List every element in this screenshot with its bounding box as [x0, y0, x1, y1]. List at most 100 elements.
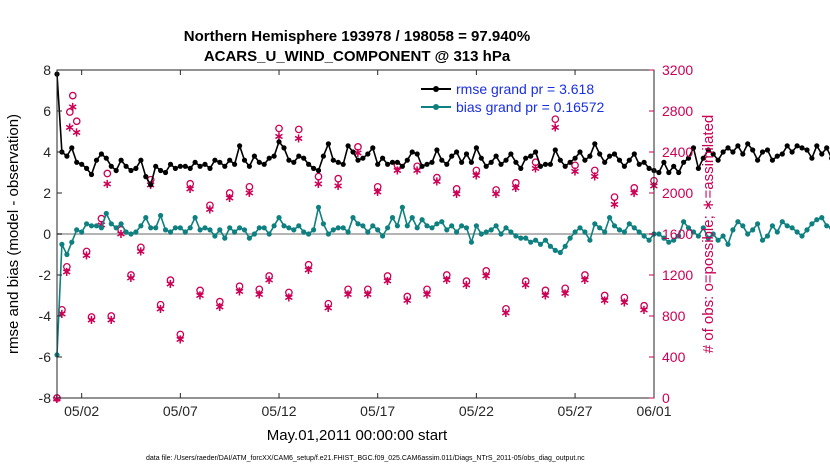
bias-point: [533, 237, 539, 243]
obs-assimilated-marker: ∗: [550, 120, 561, 135]
obs-assimilated-marker: ∗: [343, 287, 354, 302]
obs-assimilated-marker: ∗: [451, 187, 462, 202]
rmse-point: [108, 163, 114, 169]
bias-point: [291, 227, 297, 233]
obs-assimilated-marker: ∗: [609, 197, 620, 212]
bias-point: [740, 223, 746, 229]
bias-point: [266, 231, 272, 237]
rmse-point: [557, 157, 563, 163]
rmse-point: [370, 145, 376, 151]
obs-possible-marker: [492, 186, 500, 194]
obs-assimilated-marker: ∗: [382, 274, 393, 289]
rmse-point: [631, 151, 637, 157]
rmse-point: [523, 155, 529, 161]
rmse-point: [454, 149, 460, 155]
y-right-tick-label: 400: [662, 349, 686, 365]
obs-possible-marker: [403, 292, 412, 301]
obs-assimilated-marker: ∗: [67, 100, 78, 115]
bias-point: [518, 235, 524, 241]
y-left-tick-label: -8: [39, 390, 52, 406]
rmse-point: [315, 167, 322, 174]
bias-point: [582, 229, 588, 235]
bias-point: [607, 215, 613, 221]
bias-point: [429, 225, 435, 231]
obs-possible-marker: [423, 285, 431, 294]
rmse-point: [498, 161, 504, 167]
bias-point: [88, 223, 95, 229]
bias-point: [478, 231, 484, 237]
y-right-tick-label: 1600: [662, 226, 693, 242]
bias-point: [542, 237, 549, 243]
obs-assimilated-marker: ∗: [570, 164, 581, 179]
bias-point: [759, 237, 766, 243]
bias-point: [330, 227, 336, 233]
obs-possible-marker: [63, 262, 71, 271]
bias-point: [750, 227, 756, 233]
bias-point: [547, 243, 554, 249]
y-right-tick-label: 2000: [662, 185, 693, 201]
rmse-point: [281, 145, 287, 151]
obs-possible-marker: [541, 286, 550, 295]
bias-point: [286, 225, 292, 231]
rmse-point: [681, 159, 687, 165]
obs-possible-marker: [245, 183, 254, 191]
bias-point: [375, 227, 381, 233]
obs-possible-marker: [620, 293, 629, 302]
bias-point: [113, 225, 119, 231]
rmse-point: [562, 163, 568, 169]
bias-point: [138, 223, 144, 229]
obs-possible-marker: [166, 276, 175, 284]
obs-possible-marker: [156, 300, 165, 309]
bias-point: [158, 212, 164, 219]
rmse-point: [79, 161, 85, 167]
obs-possible-marker: [561, 284, 570, 293]
bias-point: [685, 225, 692, 231]
bias-point: [123, 229, 129, 235]
bias-point: [468, 239, 474, 245]
bias-point: [370, 223, 376, 229]
rmse-point: [69, 145, 75, 151]
obs-assimilated-marker: ∗: [560, 286, 571, 301]
bias-point: [745, 231, 751, 237]
bias-point: [414, 225, 420, 231]
rmse-point: [380, 155, 386, 161]
rmse-point: [592, 141, 598, 147]
bias-point: [592, 221, 598, 227]
bias-point: [202, 225, 208, 231]
bias-point: [389, 215, 396, 221]
rmse-point: [473, 145, 479, 151]
rmse-point: [695, 165, 702, 171]
rmse-point: [64, 153, 70, 159]
y-axis-right-label: # of obs: o=possible; ∗=assimilated: [700, 115, 717, 354]
rmse-point: [587, 153, 593, 159]
obs-possible-marker: [255, 285, 264, 294]
obs-possible-marker: [304, 260, 313, 269]
bias-point: [59, 241, 65, 247]
rmse-point: [222, 163, 228, 169]
rmse-point: [671, 163, 677, 169]
bias-point: [498, 231, 504, 237]
obs-possible-marker: [433, 173, 441, 182]
y-right-tick-label: 1200: [662, 267, 693, 283]
rmse-point: [463, 151, 470, 157]
obs-possible-marker: [600, 291, 609, 300]
obs-possible-marker: [502, 304, 510, 313]
rmse-point: [345, 143, 351, 149]
x-axis-ticks: 05/02 05/07 05/12 05/17 05/22 05/27 06/01: [64, 70, 672, 419]
obs-assimilated-marker: ∗: [372, 185, 383, 200]
bias-point: [409, 215, 415, 221]
rmse-point: [271, 153, 277, 159]
bias-point: [365, 229, 371, 235]
obs-possible-marker: [334, 174, 343, 183]
obs-possible-marker: [275, 124, 283, 133]
bias-point: [311, 227, 317, 233]
rmse-point: [774, 153, 780, 159]
bias-point: [118, 221, 124, 227]
bias-point: [764, 233, 771, 239]
bias-point: [197, 227, 203, 233]
rmse-point: [360, 155, 366, 161]
rmse-point: [158, 167, 164, 174]
rmse-point: [705, 147, 711, 153]
bias-point: [537, 241, 544, 247]
rmse-point: [330, 157, 336, 163]
